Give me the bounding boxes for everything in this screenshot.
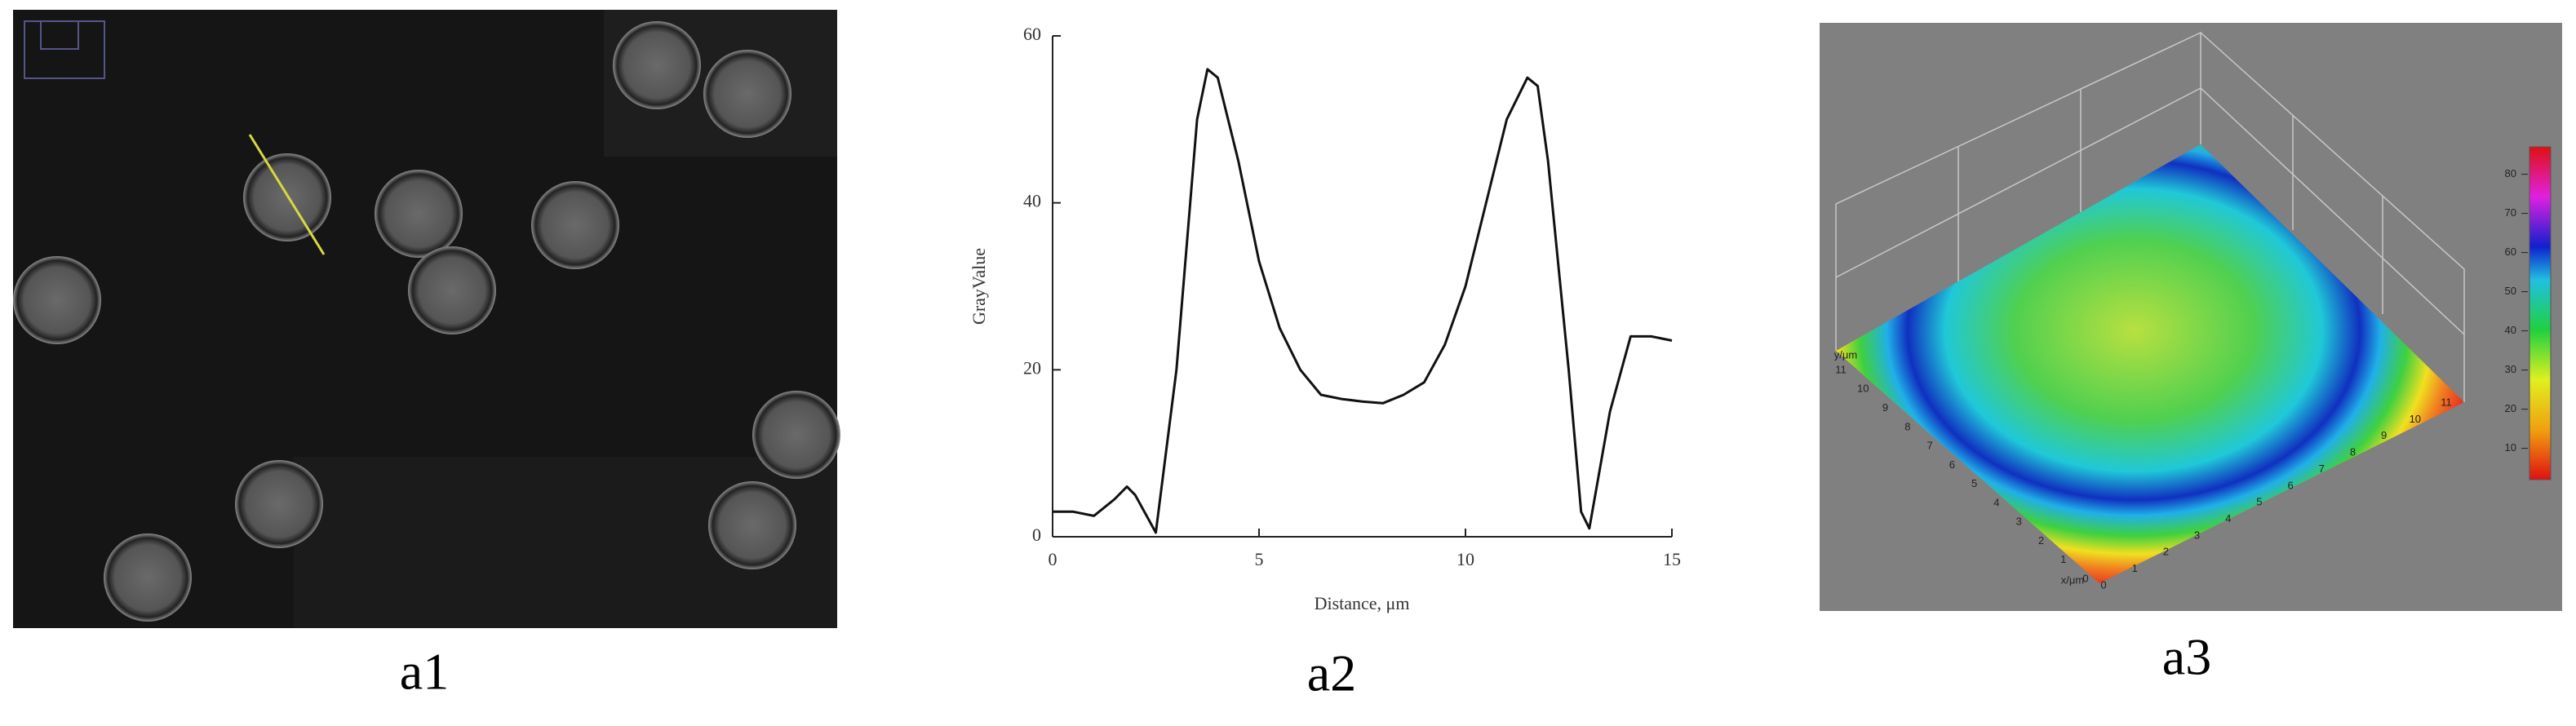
y-tick-label: 7: [1926, 440, 1932, 452]
colorbar-tick-label: 10: [2505, 441, 2516, 454]
y-tick-label: 9: [1882, 401, 1888, 414]
y-tick-label: 10: [1857, 383, 1869, 395]
y-tick-label: 3: [2016, 516, 2022, 528]
x-tick-label: 5: [2256, 496, 2262, 508]
y-tick-label: 4: [1993, 496, 1999, 508]
y-tick-label: 11: [1835, 363, 1847, 375]
x-tick-label: 2: [2163, 546, 2169, 558]
caption: a2: [1307, 644, 1356, 702]
y-tick-label: 6: [1949, 458, 1955, 471]
x-tick-label: 10: [2410, 413, 2421, 425]
colorbar-tick-label: 40: [2505, 324, 2516, 336]
caption: a1: [400, 643, 449, 701]
x-tick-label: 11: [2441, 396, 2452, 408]
x-tick-label: 5: [1255, 549, 1264, 569]
y-axis-label: GrayValue: [969, 248, 989, 325]
y-tick-label: 0: [2082, 572, 2088, 584]
x-axis-label: x/μm: [2061, 573, 2084, 586]
y-axis-label: y/μm: [1834, 348, 1857, 361]
x-tick-label: 0: [1049, 549, 1057, 569]
y-tick-label: 0: [1032, 525, 1041, 545]
line-chart: Distance, μm GrayValue 0 20 40 60 0 5 10 15: [969, 24, 1681, 613]
x-tick-label: 9: [2381, 429, 2387, 441]
x-axis-label: Distance, μm: [1315, 593, 1410, 613]
y-tick-label: 20: [1023, 357, 1041, 378]
x-tick-label: 0: [2100, 578, 2106, 591]
caption: a3: [2162, 628, 2211, 686]
x-tick-label: 4: [2225, 512, 2231, 525]
surface-plot: 10 20 30 40 50 60 70 80 0 1 2 3 4 5 6 7 8 9 10 11 0 1 2 3 4 5 6 7 8 9…: [1820, 23, 2562, 611]
colorbar-tick-label: 80: [2505, 167, 2516, 179]
data-line: [1053, 68, 1673, 534]
y-tick-label: 60: [1023, 24, 1041, 44]
y-tick-label: 40: [1023, 191, 1041, 211]
x-tick-label: 3: [2194, 529, 2200, 541]
colorbar-tick-label: 70: [2505, 206, 2516, 219]
colorbar-tick-label: 50: [2505, 285, 2516, 297]
y-tick-label: 2: [2038, 534, 2044, 547]
y-tick-label: 1: [2060, 553, 2066, 565]
x-tick-label: 6: [2287, 479, 2293, 491]
x-tick-label: 1: [2132, 562, 2138, 574]
x-tick-label: 8: [2350, 446, 2356, 458]
x-tick-label: 10: [1456, 549, 1474, 569]
y-tick-label: 8: [1904, 420, 1910, 432]
colorbar-tick-label: 20: [2505, 402, 2516, 414]
x-tick-label: 15: [1663, 549, 1681, 569]
y-tick-label: 5: [1971, 477, 1977, 489]
colorbar-tick-label: 60: [2505, 246, 2516, 258]
colorbar-tick-label: 30: [2505, 363, 2516, 375]
micrograph: [13, 10, 840, 628]
x-tick-label: 7: [2319, 463, 2325, 475]
